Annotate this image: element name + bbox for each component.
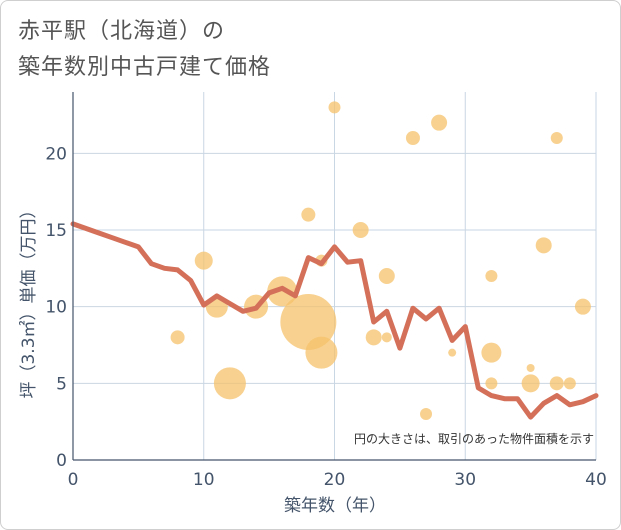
bubble-12 (365, 329, 382, 346)
chart-title-line-2: 築年数別中古戸建て価格 (18, 55, 272, 80)
bubble-15 (405, 131, 420, 145)
bubble-23 (526, 364, 535, 372)
x-tick-label-20: 20 (324, 470, 346, 490)
bubble-10 (328, 101, 341, 114)
bubble-14 (381, 332, 392, 343)
bubble-11 (352, 222, 369, 238)
bubble-17 (431, 114, 448, 131)
chart-title-line-1: 赤平駅（北海道）の (18, 19, 226, 44)
bubble-18 (448, 348, 457, 357)
average-price-line (70, 221, 599, 420)
bubble-26 (549, 376, 564, 391)
y-tick-label-15: 15 (45, 221, 67, 241)
y-axis-title: 坪（3.3㎡）単価（万円） (19, 201, 39, 398)
y-tick-label-20: 20 (45, 144, 67, 164)
bubble-16 (420, 408, 433, 420)
x-tick-label-40: 40 (585, 470, 607, 490)
axes (72, 92, 596, 461)
bubble-layer (170, 101, 591, 420)
bubble-19 (485, 270, 498, 282)
bubble-8 (305, 336, 338, 369)
bubble-1 (194, 251, 213, 270)
bubble-24 (535, 237, 552, 254)
chart-title: 赤平駅（北海道）の 築年数別中古戸建て価格 (18, 14, 271, 86)
x-tick-label-10: 10 (193, 470, 215, 490)
bubble-25 (550, 132, 563, 144)
bubble-20 (481, 342, 502, 363)
bubble-size-note: 円の大きさは、取引のあった物件面積を示す (354, 431, 594, 446)
bubble-13 (378, 268, 395, 284)
tick-labels: 0 10 20 30 40 0 5 10 15 20 (45, 144, 606, 490)
x-tick-label-0: 0 (68, 470, 79, 490)
bubble-6 (280, 294, 337, 350)
y-tick-label-10: 10 (45, 298, 67, 318)
x-axis-title: 築年数（年） (284, 496, 386, 516)
y-tick-label-0: 0 (56, 451, 67, 471)
bubble-5 (267, 276, 298, 307)
grid (73, 92, 597, 460)
bubble-7 (301, 207, 316, 222)
bubble-0 (170, 330, 185, 345)
bubble-22 (521, 374, 540, 393)
bubble-21 (485, 377, 498, 390)
bubble-28 (574, 298, 591, 315)
y-tick-label-5: 5 (56, 374, 67, 394)
bubble-3 (213, 367, 246, 400)
x-tick-label-30: 30 (454, 470, 476, 490)
bubble-27 (563, 377, 576, 390)
